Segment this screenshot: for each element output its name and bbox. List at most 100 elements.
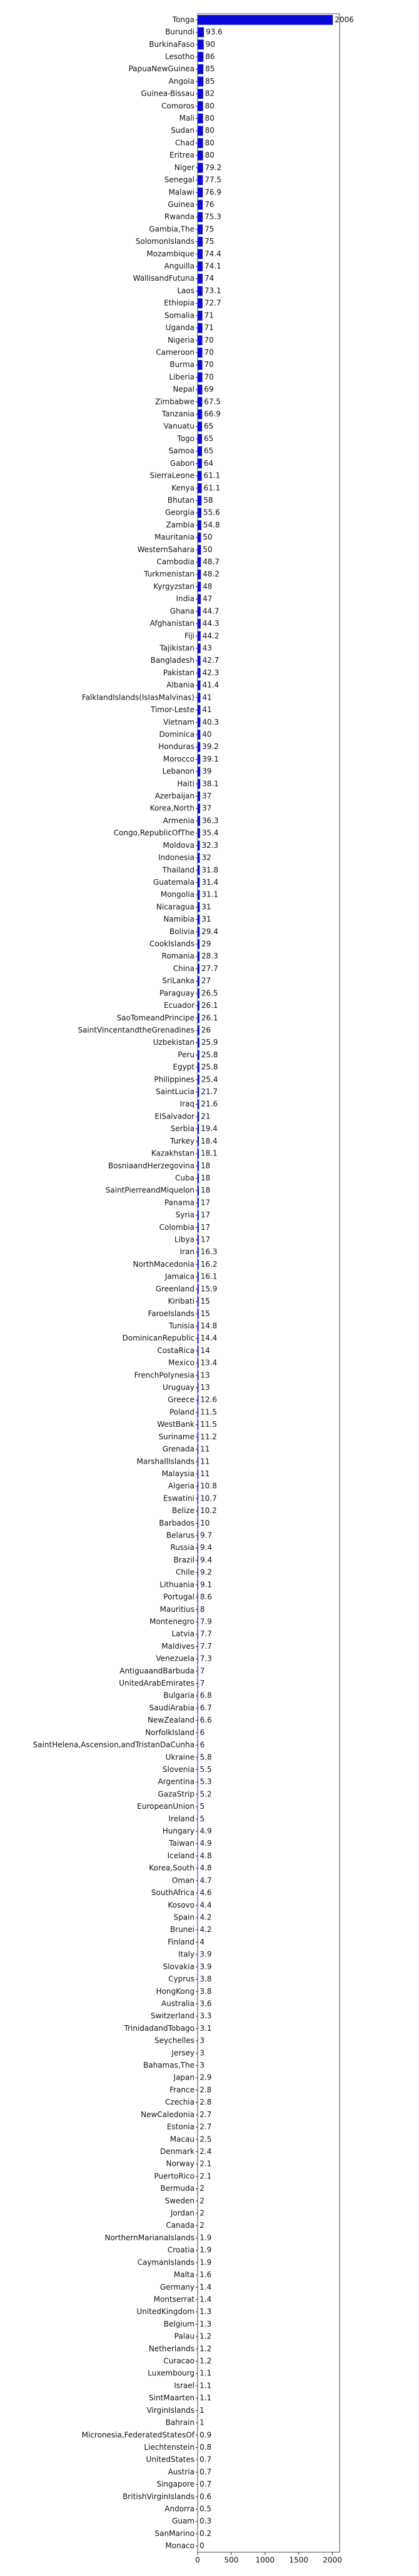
bar [198,1272,199,1282]
value-label: 8.6 [200,1592,212,1601]
y-tick-label: Liberia [169,373,194,381]
value-label: 14.8 [201,1321,218,1330]
value-label: 11.5 [200,1420,217,1429]
y-tick-label: Eritrea [169,151,194,159]
value-label: 80 [205,138,215,147]
value-label: 2.9 [199,2073,211,2082]
bar [198,1259,199,1270]
value-label: 72.7 [204,299,221,308]
value-label: 3.6 [199,1999,211,2008]
value-label: 65 [204,422,213,431]
value-label: 32.3 [201,841,218,850]
value-label: 2 [199,2196,204,2205]
value-label: 18 [201,1161,210,1170]
value-label: 18.4 [201,1137,218,1145]
y-tick-label: Russia [170,1543,194,1552]
bar [198,1321,199,1331]
y-tick-label: Grenada [163,1445,194,1454]
bar [198,569,201,580]
value-label: 5.5 [200,1765,212,1774]
value-label: 13 [200,1383,210,1392]
y-tick-label: Singapore [156,2480,194,2488]
value-label: 19.4 [201,1124,218,1133]
bar [198,471,202,481]
y-tick-label: Zambia [166,520,194,529]
value-label: 3.8 [199,1975,211,1983]
value-label: 80 [205,151,215,159]
y-tick-label: Tonga [172,15,194,24]
value-label: 0.7 [199,2467,211,2476]
value-label: 39.2 [202,742,219,751]
y-tick-label: Portugal [163,1592,194,1601]
value-label: 44.2 [203,631,220,640]
y-tick-label: Japan [173,2073,194,2082]
y-tick-label: Luxembourg [148,2369,194,2378]
bar [198,335,203,346]
bar [198,1346,199,1356]
bar [198,767,201,777]
y-tick-label: Iran [180,1247,194,1256]
value-label: 25.8 [201,1063,218,1072]
bar [198,76,204,87]
bar [198,988,199,999]
value-label: 3 [199,2036,204,2045]
bar [198,52,204,62]
y-tick-label: Angola [169,77,194,86]
bar [198,446,203,456]
value-label: 1.2 [199,2357,211,2365]
bar [198,1062,199,1072]
y-tick-label: Bahrain [166,2418,194,2427]
value-label: 2.1 [199,2160,211,2168]
bar [198,778,201,789]
y-tick-label: Malta [174,2270,194,2279]
bar [198,655,201,666]
y-tick-label: Poland [169,1407,194,1416]
value-label: 66.9 [204,410,221,418]
value-label: 35.4 [202,828,219,837]
y-tick-label: EuropeanUnion [137,1802,194,1811]
y-tick-label: Finland [168,1938,194,1946]
y-tick-label: Korea,North [150,804,194,813]
y-tick-label: Congo,RepublicOfThe [114,828,194,837]
y-tick-label: Canada [166,2221,194,2230]
y-tick-label: Venezuela [156,1654,194,1663]
y-tick-label: CookIslands [149,940,194,948]
value-label: 4.9 [200,1827,212,1836]
y-tick-label: NorfolkIsland [145,1728,194,1737]
y-tick-label: Latvia [171,1629,194,1638]
bar [198,877,200,888]
bar [198,692,201,703]
y-tick-label: Laos [177,286,194,295]
plot-frame [197,13,340,2553]
value-label: 70 [204,373,214,381]
y-tick-label: Bangladesh [151,656,194,665]
y-tick-label: SintMaarten [149,2393,194,2402]
y-tick-label: BritishVirginIslands [123,2492,194,2501]
value-label: 7 [200,1679,205,1688]
bar [198,495,202,506]
y-tick-label: CostaRica [157,1346,194,1355]
y-tick-label: Guatemala [153,878,194,887]
y-tick-label: SierraLeone [149,471,194,480]
y-tick-label: Bhutan [168,496,194,505]
bar [198,310,203,321]
value-label: 7.7 [200,1629,212,1638]
value-label: 71 [204,323,214,332]
y-tick-label: Switzerland [151,2011,194,2020]
value-label: 5.2 [200,1789,212,1798]
bar [198,1210,199,1220]
value-label: 14 [201,1346,210,1355]
value-label: 6.6 [200,1716,212,1724]
bar [198,212,203,223]
y-tick-label: Burundi [165,28,194,36]
y-tick-label: Ireland [168,1814,194,1823]
y-tick-label: Philippines [154,1075,194,1084]
value-label: 2 [199,2221,204,2230]
value-label: 4.4 [199,1901,211,1909]
bar [198,791,200,802]
value-label: 82 [205,89,215,98]
value-label: 6.8 [200,1691,212,1700]
bar [198,594,201,605]
value-label: 17 [201,1198,210,1207]
y-tick-label: Macau [170,2135,194,2143]
